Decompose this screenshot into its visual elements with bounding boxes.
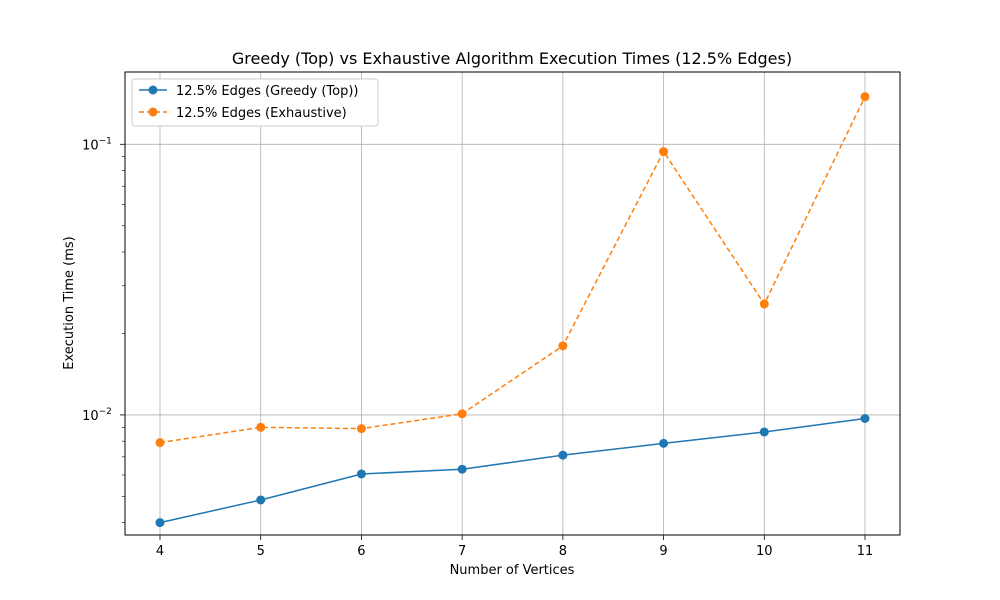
x-tick-label: 4 bbox=[156, 544, 164, 559]
series-line-0 bbox=[159, 417, 866, 524]
x-tick-label: 10 bbox=[756, 544, 773, 559]
x-tick-label: 11 bbox=[857, 544, 874, 559]
y-tick-label-exponent: −2 bbox=[99, 407, 112, 417]
x-axis-label: Number of Vertices bbox=[450, 563, 575, 578]
data-point bbox=[659, 438, 669, 448]
grid bbox=[125, 72, 900, 535]
data-point bbox=[256, 495, 266, 505]
data-point bbox=[356, 424, 366, 434]
series-layer bbox=[155, 92, 870, 528]
legend-label-exhaustive: 12.5% Edges (Exhaustive) bbox=[176, 106, 347, 121]
data-point bbox=[860, 92, 870, 102]
legend-marker-exhaustive bbox=[148, 107, 158, 117]
x-tick-label: 9 bbox=[659, 544, 667, 559]
y-tick-label: 10−1 bbox=[82, 136, 112, 153]
y-tick-label-base: 10 bbox=[82, 138, 99, 153]
data-point bbox=[558, 341, 568, 351]
y-tick-label-exponent: −1 bbox=[99, 136, 112, 146]
data-point bbox=[759, 299, 769, 309]
data-point bbox=[457, 409, 467, 419]
data-point bbox=[256, 422, 266, 432]
data-point bbox=[356, 469, 366, 479]
data-point bbox=[457, 464, 467, 474]
data-point bbox=[155, 438, 165, 448]
data-point bbox=[155, 518, 165, 528]
chart-title: Greedy (Top) vs Exhaustive Algorithm Exe… bbox=[232, 49, 792, 68]
y-tick-label-base: 10 bbox=[82, 409, 99, 424]
plot-frame bbox=[124, 71, 901, 536]
x-tick-label: 8 bbox=[559, 544, 567, 559]
legend-box bbox=[131, 78, 379, 127]
series-line-1 bbox=[159, 96, 866, 444]
legend-marker-greedy bbox=[148, 85, 158, 95]
data-point bbox=[558, 450, 568, 460]
legend-label-greedy: 12.5% Edges (Greedy (Top)) bbox=[176, 84, 358, 99]
data-point bbox=[860, 414, 870, 424]
x-tick-label: 7 bbox=[458, 544, 466, 559]
legend: 12.5% Edges (Greedy (Top)) 12.5% Edges (… bbox=[131, 78, 379, 127]
data-point bbox=[659, 147, 669, 157]
x-tick-label: 6 bbox=[357, 544, 365, 559]
x-tick-label: 5 bbox=[257, 544, 265, 559]
y-axis-label: Execution Time (ms) bbox=[62, 236, 77, 369]
y-tick-label: 10−2 bbox=[82, 407, 112, 424]
data-point bbox=[759, 427, 769, 437]
